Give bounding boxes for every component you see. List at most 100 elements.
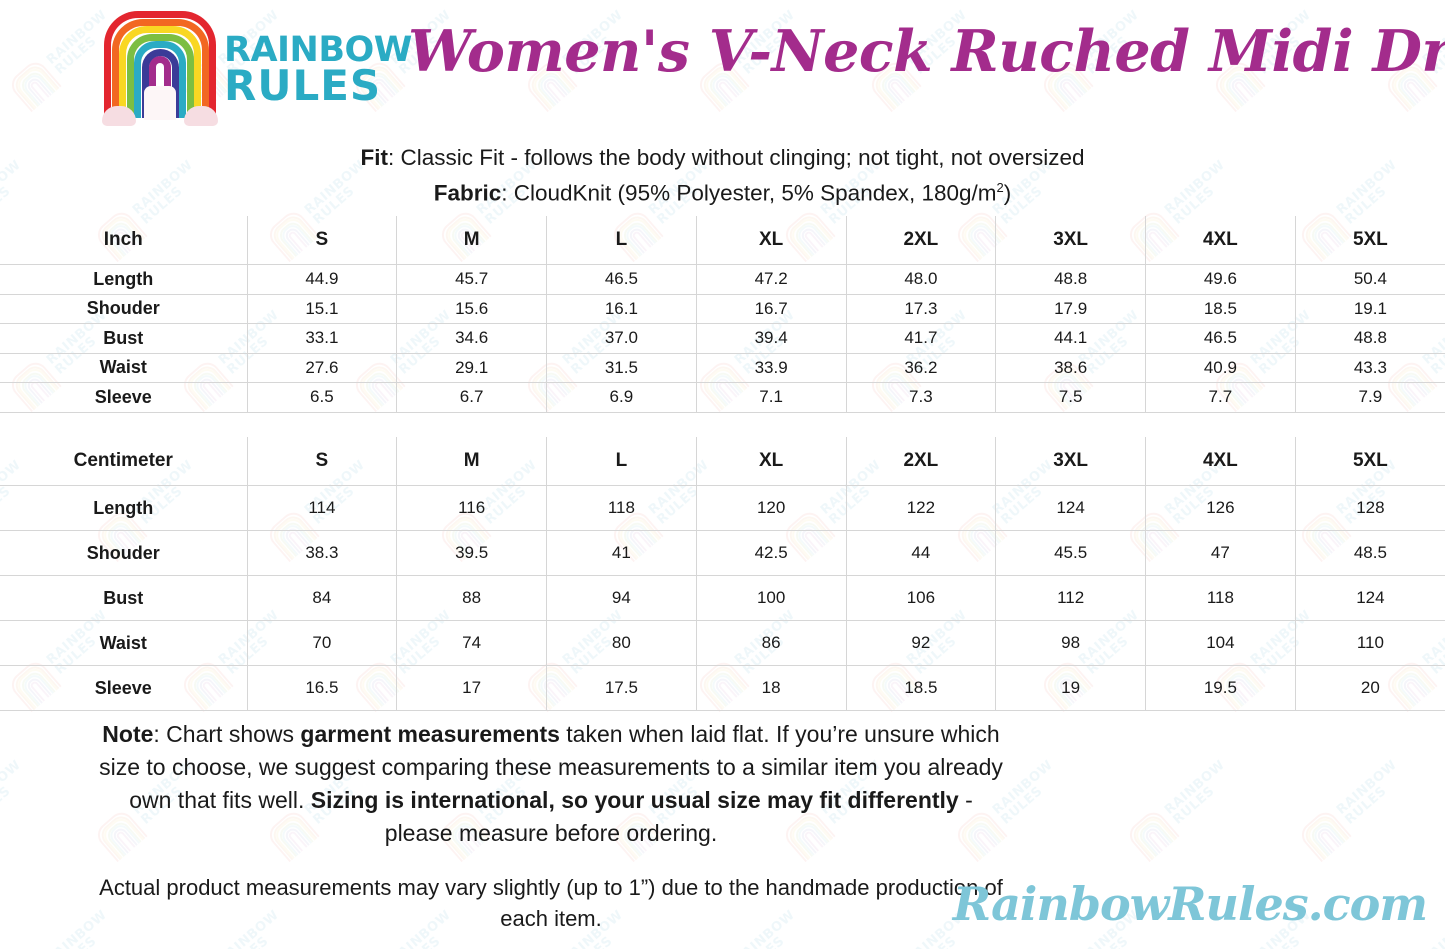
- table-row: Sleeve 6.5 6.7 6.9 7.1 7.3 7.5 7.7 7.9: [0, 382, 1445, 413]
- rainbow-band-3: [119, 26, 201, 118]
- cloud-right-icon: [184, 106, 218, 126]
- cm-cell-sleeve-s: 16.5: [246, 665, 398, 711]
- inch-unit-header: Inch: [0, 216, 248, 265]
- inch-cell-waist-m: 29.1: [396, 352, 547, 383]
- inch-row-label-sleeve: Sleeve: [0, 382, 248, 413]
- cm-cell-length-5xl: 128: [1294, 485, 1445, 531]
- cm-cell-shouder-xl: 42.5: [695, 530, 847, 576]
- note-label: Note: [102, 721, 154, 747]
- inch-cell-sleeve-xl: 7.1: [695, 382, 847, 413]
- cm-cell-length-s: 114: [246, 485, 398, 531]
- fabric-value-superscript: 2: [996, 180, 1004, 195]
- cm-row-label-length: Length: [0, 485, 248, 531]
- cm-cell-sleeve-4xl: 19.5: [1145, 665, 1296, 711]
- inch-cell-shouder-s: 15.1: [246, 293, 398, 324]
- cm-row-label-bust: Bust: [0, 575, 248, 621]
- inch-cell-bust-m: 34.6: [396, 323, 547, 354]
- fabric-value-post: ): [1003, 180, 1012, 206]
- inch-row-label-waist: Waist: [0, 352, 248, 383]
- inch-size-header-m: M: [396, 216, 547, 265]
- inch-cell-shouder-m: 15.6: [396, 293, 547, 324]
- inch-table-body: Length 44.9 45.7 46.5 47.2 48.0 48.8 49.6 50.4 Sh…: [0, 264, 1445, 413]
- inch-cell-sleeve-5xl: 7.9: [1294, 382, 1445, 413]
- watermark-rainbow-icon: [1123, 806, 1180, 863]
- brand-logo: Rainbow Rules: [102, 11, 412, 126]
- cm-cell-bust-5xl: 124: [1294, 575, 1445, 621]
- size-table-inch: Inch S M L XL 2XL 3XL 4XL 5XL Length 44.9 45.7 46.5…: [0, 216, 1445, 413]
- inch-cell-bust-2xl: 41.7: [845, 323, 997, 354]
- fabric-line: Fabric: CloudKnit (95% Polyester, 5% Spa…: [0, 173, 1445, 209]
- table-row: Shouder 38.3 39.5 41 42.5 44 45.5 47 48.5: [0, 530, 1445, 576]
- cm-size-header-3xl: 3XL: [995, 437, 1146, 486]
- table-row: Waist 70 74 80 86 92 98 104 110: [0, 620, 1445, 666]
- fit-label: Fit: [360, 145, 388, 170]
- note-bold2: Sizing is international, so your usual s…: [310, 787, 959, 813]
- inch-cell-bust-s: 33.1: [246, 323, 398, 354]
- rainbow-band-4: [126, 33, 194, 118]
- inch-cell-sleeve-l: 6.9: [546, 382, 697, 413]
- product-info: Fit: Classic Fit - follows the body with…: [0, 143, 1445, 209]
- cm-cell-waist-3xl: 98: [995, 620, 1146, 666]
- inch-cell-length-2xl: 48.0: [845, 264, 997, 295]
- inch-header-row: Inch S M L XL 2XL 3XL 4XL 5XL: [0, 216, 1445, 265]
- page-header: Rainbow Rules Women's V-Neck Ruched Midi…: [0, 0, 1445, 135]
- watermark-rainbow-icon: [1295, 806, 1352, 863]
- cm-cell-bust-4xl: 118: [1145, 575, 1296, 621]
- cm-cell-length-4xl: 126: [1145, 485, 1296, 531]
- inch-cell-shouder-l: 16.1: [546, 293, 697, 324]
- table-row: Shouder 15.1 15.6 16.1 16.7 17.3 17.9 18.5 19.1: [0, 293, 1445, 324]
- inch-cell-shouder-4xl: 18.5: [1145, 293, 1296, 324]
- table-row: Waist 27.6 29.1 31.5 33.9 36.2 38.6 40.9 43.3: [0, 352, 1445, 383]
- rainbow-band-5: [134, 41, 186, 118]
- cm-cell-shouder-l: 41: [546, 530, 697, 576]
- cm-row-label-waist: Waist: [0, 620, 248, 666]
- inch-cell-waist-2xl: 36.2: [845, 352, 997, 383]
- cm-row-label-shouder: Shouder: [0, 530, 248, 576]
- inch-cell-length-xl: 47.2: [695, 264, 847, 295]
- cm-cell-length-xl: 120: [695, 485, 847, 531]
- cm-cell-waist-4xl: 104: [1145, 620, 1296, 666]
- disclaimer-paragraph: Actual product measurements may vary sli…: [99, 875, 1003, 931]
- cm-cell-sleeve-3xl: 19: [995, 665, 1146, 711]
- note-bold1: garment measurements: [300, 721, 560, 747]
- note-part1: : Chart shows: [153, 721, 301, 747]
- note-part2: taken when laid flat. If you’re unsure w…: [99, 721, 1003, 813]
- cm-header-row: Centimeter S M L XL 2XL 3XL 4XL 5XL: [0, 437, 1445, 486]
- cm-size-header-2xl: 2XL: [845, 437, 997, 486]
- arch-inner-fill: [144, 86, 176, 120]
- cm-cell-length-m: 116: [396, 485, 547, 531]
- inch-cell-sleeve-3xl: 7.5: [995, 382, 1146, 413]
- cm-cell-sleeve-2xl: 18.5: [845, 665, 997, 711]
- cm-cell-sleeve-xl: 18: [695, 665, 847, 711]
- inch-cell-length-m: 45.7: [396, 264, 547, 295]
- page-title: Women's V-Neck Ruched Midi Dress: [408, 18, 1445, 85]
- rainbow-band-1: [104, 11, 216, 118]
- inch-cell-length-5xl: 50.4: [1294, 264, 1445, 295]
- inch-row-label-length: Length: [0, 264, 248, 295]
- cm-cell-shouder-5xl: 48.5: [1294, 530, 1445, 576]
- cm-cell-length-l: 118: [546, 485, 697, 531]
- cm-cell-bust-s: 84: [246, 575, 398, 621]
- rainbow-arch-icon: [102, 11, 218, 126]
- note-paragraph: Note: Chart shows garment measurements t…: [95, 718, 1007, 850]
- rainbow-band-2: [111, 18, 209, 118]
- inch-size-header-s: S: [246, 216, 398, 265]
- cm-cell-shouder-2xl: 44: [845, 530, 997, 576]
- inch-cell-bust-3xl: 44.1: [995, 323, 1146, 354]
- cm-cell-bust-2xl: 106: [845, 575, 997, 621]
- inch-row-label-bust: Bust: [0, 323, 248, 354]
- cm-size-header-l: L: [546, 437, 697, 486]
- cm-cell-sleeve-l: 17.5: [546, 665, 697, 711]
- inch-cell-waist-5xl: 43.3: [1294, 352, 1445, 383]
- table-row: Sleeve 16.5 17 17.5 18 18.5 19 19.5 20: [0, 665, 1445, 711]
- inch-size-header-2xl: 2XL: [845, 216, 997, 265]
- cm-cell-shouder-4xl: 47: [1145, 530, 1296, 576]
- inch-cell-sleeve-4xl: 7.7: [1145, 382, 1296, 413]
- table-row: Length 114 116 118 120 122 124 126 128: [0, 485, 1445, 531]
- inch-cell-shouder-3xl: 17.9: [995, 293, 1146, 324]
- cloud-left-icon: [102, 106, 136, 126]
- inch-size-header-xl: XL: [695, 216, 847, 265]
